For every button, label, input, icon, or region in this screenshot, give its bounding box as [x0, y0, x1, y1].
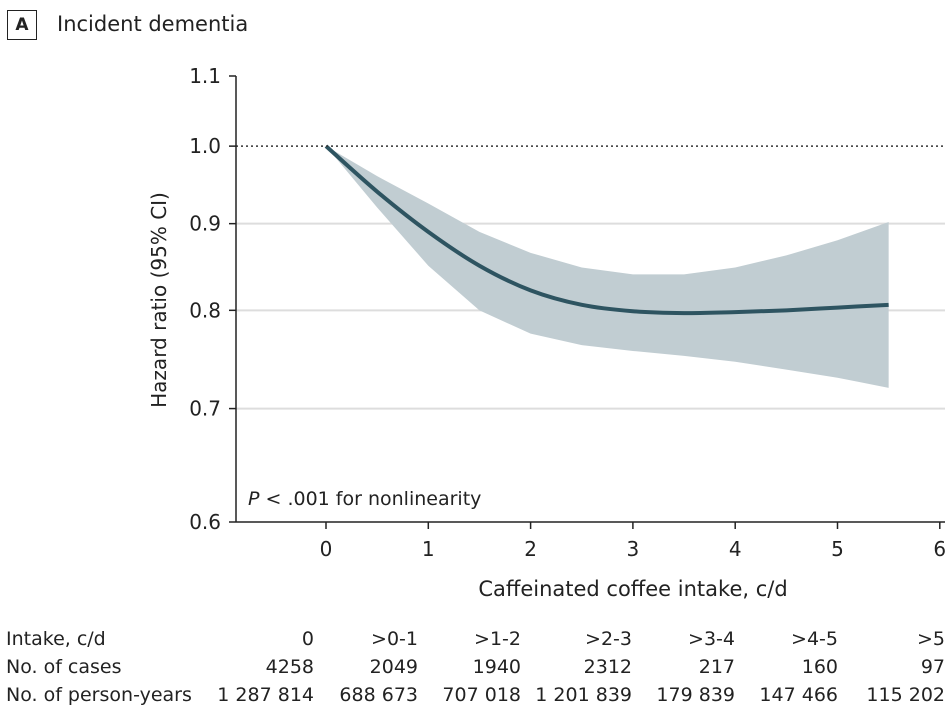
- table-cell: 1940: [472, 656, 521, 678]
- y-tick-label: 1.0: [189, 134, 221, 158]
- confidence-band: [326, 146, 889, 388]
- table-cell: 115 202: [866, 684, 945, 706]
- table-cell: >2-3: [585, 628, 632, 650]
- table-row-label: Intake, c/d: [6, 628, 106, 650]
- x-tick-label: 6: [933, 537, 946, 561]
- table-cell: 217: [698, 656, 735, 678]
- x-axis-label: Caffeinated coffee intake, c/d: [478, 577, 787, 601]
- table-cell: 147 466: [759, 684, 838, 706]
- y-tick-label: 0.8: [189, 298, 221, 322]
- table-cell: 160: [801, 656, 838, 678]
- p-value-annotation: P < .001 for nonlinearity: [248, 488, 481, 510]
- hazard-ratio-line: [324, 144, 889, 316]
- y-tick-label: 0.9: [189, 212, 221, 236]
- table-cell: 707 018: [442, 684, 521, 706]
- x-tick-label: 3: [627, 537, 640, 561]
- table-cell: 2049: [369, 656, 418, 678]
- table-cell: 97: [920, 656, 945, 678]
- table-cell: 1 287 814: [217, 684, 314, 706]
- y-axis-label: Hazard ratio (95% CI): [147, 192, 171, 408]
- table-cell: 688 673: [339, 684, 418, 706]
- table-cell: >0-1: [371, 628, 418, 650]
- x-tick-label: 2: [524, 537, 537, 561]
- table-cell: >3-4: [688, 628, 735, 650]
- y-tick-label: 0.7: [189, 397, 221, 421]
- y-tick-label: 1.1: [189, 64, 221, 88]
- table-cell: >4-5: [791, 628, 838, 650]
- x-tick-label: 5: [831, 537, 844, 561]
- table-cell: 2312: [583, 656, 632, 678]
- table-cell: 1 201 839: [535, 684, 632, 706]
- panel-label: A: [7, 10, 37, 40]
- y-tick-label: 0.6: [189, 510, 221, 534]
- table-row-label: No. of cases: [6, 656, 122, 678]
- chart-title: Incident dementia: [57, 12, 249, 36]
- x-tick-label: 0: [320, 537, 333, 561]
- p-text: < .001 for nonlinearity: [259, 488, 481, 510]
- table-cell: >5: [916, 628, 945, 650]
- p-italic: P: [248, 488, 260, 510]
- table-cell: 179 839: [656, 684, 735, 706]
- table-row-label: No. of person-years: [6, 684, 192, 706]
- chart-svg: Hazard ratio (95% CI) Caffeinated coffee…: [147, 64, 946, 601]
- table-cell: 4258: [265, 656, 314, 678]
- x-tick-label: 1: [422, 537, 435, 561]
- table-cell: 0: [301, 628, 314, 650]
- table-cell: >1-2: [474, 628, 521, 650]
- x-tick-label: 4: [729, 537, 742, 561]
